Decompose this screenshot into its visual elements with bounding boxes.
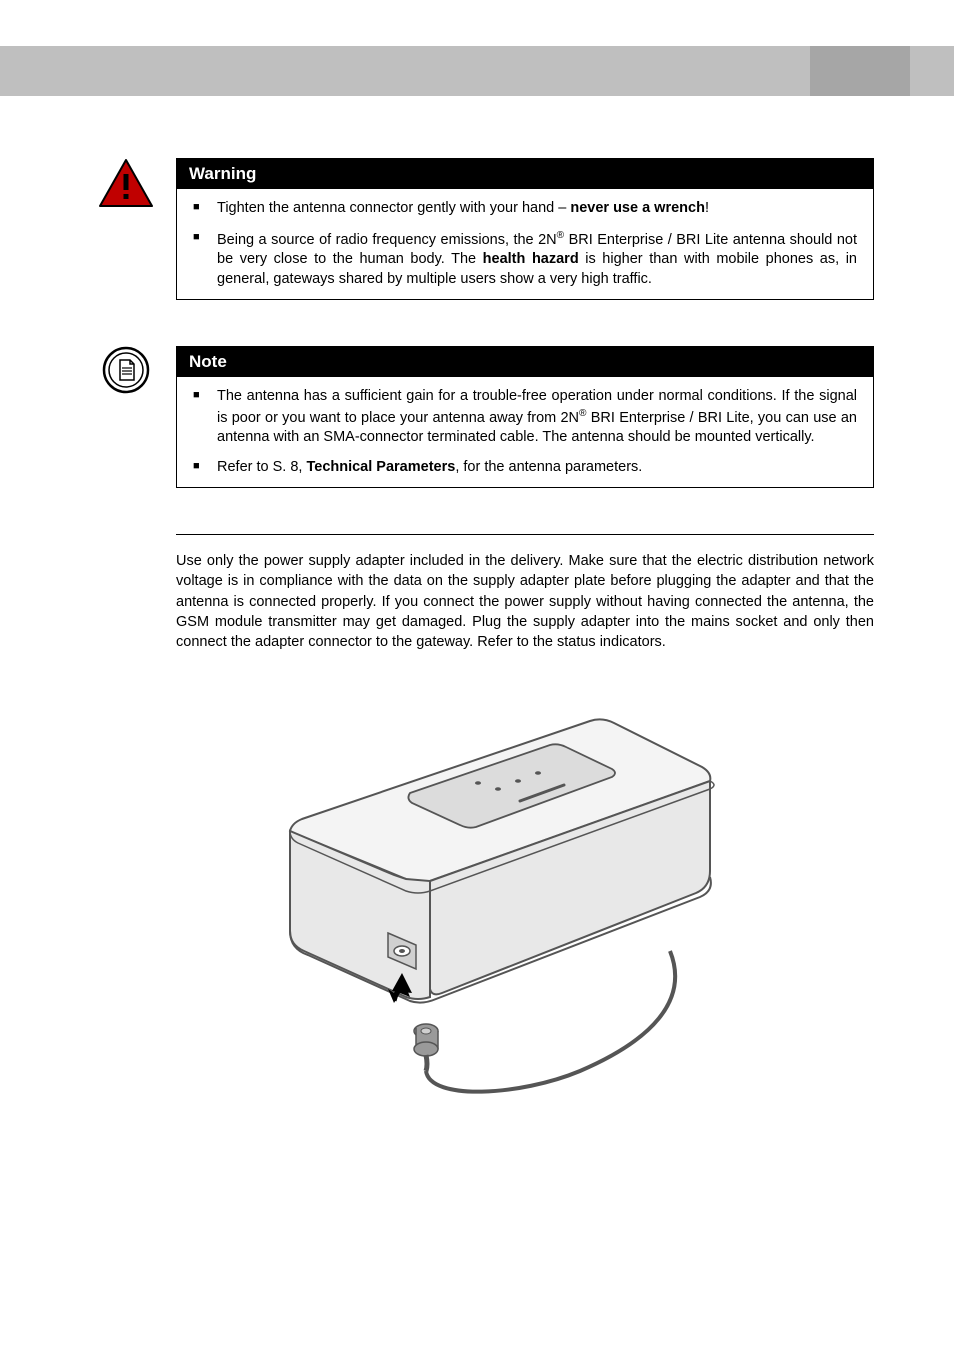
text-bold: Technical Parameters [306,459,455,475]
text-bold: never use a wrench [570,200,705,216]
text: ! [705,200,709,216]
text: Refer to S. 8, [217,459,306,475]
section-divider [176,534,874,535]
note-icon [102,346,150,394]
text-sup: ® [557,230,564,241]
warning-icon [98,158,154,208]
text: Tighten the antenna connector gently wit… [217,200,570,216]
note-item: The antenna has a sufficient gain for a … [217,387,857,448]
header-bar [0,46,954,96]
note-callout: Note The antenna has a sufficient gain f… [76,346,874,488]
note-item: Refer to S. 8, Technical Parameters, for… [217,458,857,478]
warning-item: Being a source of radio frequency emissi… [217,229,857,290]
note-body: The antenna has a sufficient gain for a … [177,377,873,487]
text-sup: ® [579,408,586,419]
device-svg [220,701,730,1121]
device-figure [76,701,874,1121]
warning-title: Warning [177,159,873,189]
note-title: Note [177,347,873,377]
warning-body: Tighten the antenna connector gently wit… [177,189,873,299]
text: , for the antenna parameters. [455,459,642,475]
text-bold: health hazard [483,251,579,267]
header-tab [810,46,910,96]
body-paragraph: Use only the power supply adapter includ… [176,551,874,652]
text: Being a source of radio frequency emissi… [217,231,557,247]
warning-callout: Warning Tighten the antenna connector ge… [76,158,874,300]
warning-item: Tighten the antenna connector gently wit… [217,199,857,219]
